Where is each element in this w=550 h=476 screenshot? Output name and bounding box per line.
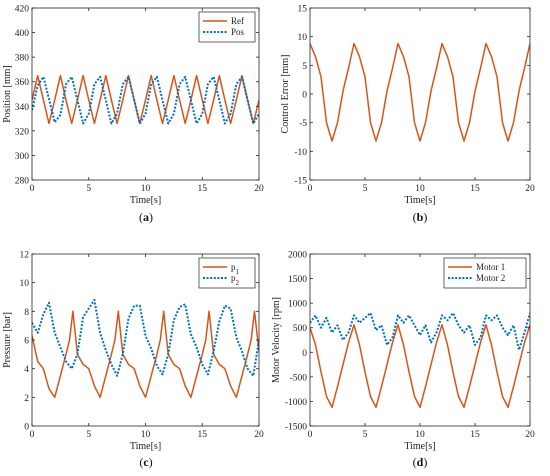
y-tick-label: 500 (293, 324, 308, 334)
x-tick-label: 5 (86, 430, 91, 440)
x-tick-label: 0 (30, 430, 35, 440)
y-tick-label: 320 (15, 127, 30, 137)
series-line-motor-2 (310, 312, 530, 351)
x-tick-label: 20 (525, 430, 535, 440)
y-tick-label: 1000 (288, 300, 307, 310)
y-axis-label: Position [mm] (2, 65, 13, 123)
y-tick-label: 12 (20, 251, 30, 261)
series-line-pos (32, 75, 259, 125)
legend-box (198, 11, 256, 43)
y-tick-label: 340 (15, 103, 30, 113)
y-tick-label: 0 (24, 423, 29, 433)
panel-caption: (c) (139, 455, 152, 469)
y-tick-label: -15 (294, 177, 307, 187)
y-tick-label: -10 (294, 148, 307, 158)
y-tick-label: -1000 (285, 398, 307, 408)
y-tick-label: 10 (20, 279, 30, 289)
y-tick-label: 0 (302, 349, 307, 359)
legend-label: Motor 2 (476, 273, 505, 283)
legend-label: Ref (231, 16, 244, 26)
x-tick-label: 10 (141, 430, 151, 440)
legend-label: Pos (231, 27, 245, 37)
y-axis-label: Pressure [bar] (2, 312, 13, 368)
x-tick-label: 0 (308, 184, 313, 194)
x-tick-label: 10 (415, 430, 425, 440)
y-axis-label: Control Error [mm] (280, 55, 291, 134)
x-tick-label: 20 (254, 184, 264, 194)
y-tick-label: 380 (15, 54, 30, 64)
legend-box (198, 257, 256, 289)
x-tick-label: 20 (525, 184, 535, 194)
y-tick-label: 1500 (288, 275, 307, 285)
y-tick-label: 400 (15, 29, 30, 39)
y-tick-label: 2000 (288, 251, 307, 261)
y-tick-label: -5 (299, 119, 307, 129)
series-line-p2 (32, 298, 259, 377)
x-tick-label: 20 (254, 430, 264, 440)
y-axis-label: Motor Velocity [rpm] (271, 297, 282, 383)
y-tick-label: 280 (15, 177, 30, 187)
x-axis-label: Time[s] (404, 441, 435, 452)
x-tick-label: 5 (86, 184, 91, 194)
panel-caption: (d) (413, 455, 428, 469)
y-tick-label: 10 (298, 33, 308, 43)
x-tick-label: 15 (198, 430, 208, 440)
legend-label: p1 (231, 262, 240, 276)
chart-panel-c: 0 5 10 15 20 0 2 4 6 8 10 12 Time[s] Pressure [bar] p1… (2, 251, 264, 470)
x-tick-label: 0 (308, 430, 313, 440)
legend-label: p2 (231, 273, 240, 287)
y-tick-label: -1500 (285, 423, 307, 433)
y-tick-label: 6 (24, 337, 29, 347)
panel-caption: (b) (413, 210, 428, 224)
y-tick-label: 0 (302, 91, 307, 101)
series-line-1 (310, 42, 530, 142)
x-tick-label: 5 (363, 184, 368, 194)
chart-panel-b: 0 5 10 15 20 -15 -10 -5 0 5 10 15 Time[s] Control Err… (280, 5, 535, 225)
x-tick-label: 10 (141, 184, 151, 194)
x-tick-label: 15 (470, 184, 480, 194)
x-axis-label: Time[s] (404, 195, 435, 206)
x-tick-label: 10 (415, 184, 425, 194)
y-tick-label: 4 (24, 365, 29, 375)
y-tick-label: 300 (15, 152, 30, 162)
y-tick-label: 15 (298, 5, 308, 15)
x-axis-label: Time[s] (130, 195, 161, 206)
x-axis-label: Time[s] (130, 441, 161, 452)
chart-panel-a: 0 5 10 15 20 280 300 320 340 360 380 400 420 Time[s] P… (2, 5, 264, 225)
legend-label: Motor 1 (476, 262, 505, 272)
x-tick-label: 15 (470, 430, 480, 440)
chart-panel-d: 0 5 10 15 20 -1500 -1000 -500 0 500 1000 1500 2000 Ti… (271, 251, 535, 470)
legend-box (443, 257, 527, 289)
x-tick-label: 5 (363, 430, 368, 440)
x-tick-label: 0 (30, 184, 35, 194)
y-tick-label: 8 (24, 308, 29, 318)
x-tick-label: 15 (198, 184, 208, 194)
panel-caption: (a) (139, 210, 153, 224)
series-line-p1 (32, 310, 259, 399)
y-tick-label: -500 (290, 373, 308, 383)
y-tick-label: 420 (15, 5, 30, 15)
series-line-ref (32, 74, 259, 125)
y-tick-label: 5 (302, 62, 307, 72)
y-tick-label: 2 (24, 394, 29, 404)
y-tick-label: 360 (15, 78, 30, 88)
series-line-motor-1 (310, 324, 530, 409)
